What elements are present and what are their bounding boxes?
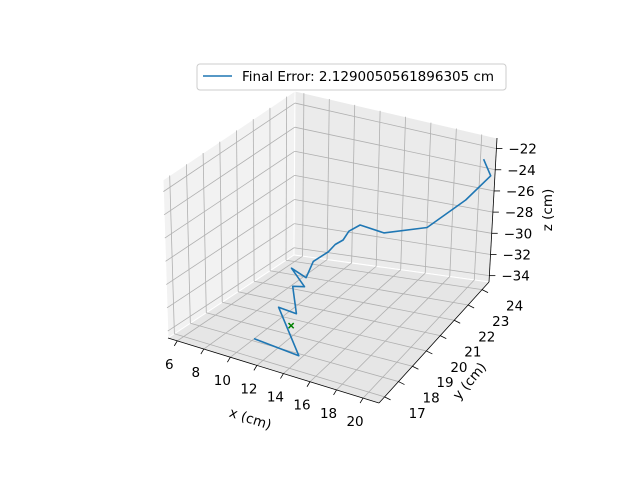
y-tick-mark <box>398 381 405 385</box>
grid-line-x-floor <box>256 266 377 366</box>
x-tick-mark <box>227 357 231 363</box>
grid-line-y-side <box>252 119 255 282</box>
x-axis-line <box>167 337 380 404</box>
grid-line-x-back <box>449 128 457 277</box>
grid-line-y-floor <box>238 291 441 336</box>
z-tick-label: −28 <box>505 205 533 221</box>
y-tick-label: 20 <box>450 360 467 376</box>
y-tick-mark <box>440 335 447 339</box>
y-tick-mark <box>454 319 461 324</box>
y-tick-label: 21 <box>464 345 481 361</box>
x-tick-label: 8 <box>192 365 201 381</box>
x-tick-mark <box>280 373 284 379</box>
x-tick-mark <box>306 381 311 387</box>
target-x-marker <box>287 322 295 329</box>
grid-line-x-back <box>326 98 330 260</box>
z-tick-label: −34 <box>501 269 529 285</box>
y-tick-mark <box>426 350 433 355</box>
z-tick-label: −24 <box>507 163 536 179</box>
x-tick-label: 14 <box>267 390 284 406</box>
grid-line-y-side <box>285 96 288 261</box>
grid-line-x-floor <box>283 269 401 374</box>
x-tick-label: 18 <box>320 406 337 422</box>
y-tick-label: 24 <box>506 299 523 315</box>
x-tick-label: 20 <box>346 414 363 430</box>
grid-line-z-side <box>165 175 295 262</box>
grid-line-z-back <box>294 223 491 255</box>
grid-line-y-floor <box>222 301 427 352</box>
x-tick-mark <box>359 397 364 404</box>
y-axis-line <box>378 281 490 404</box>
grid-line-x-floor <box>177 255 303 342</box>
grid-line-z-back <box>294 175 493 213</box>
grid-line-z-side <box>163 126 296 216</box>
z-tick-label: −32 <box>503 247 532 263</box>
y-tick-label: 22 <box>478 329 495 345</box>
z-tick-label: −22 <box>508 142 536 158</box>
grid-line-y-floor <box>254 280 455 321</box>
x-tick-label: 16 <box>293 398 310 414</box>
x-tick-mark <box>253 365 258 371</box>
grid-line-x-floor <box>203 259 328 350</box>
series-line-trajectory <box>253 158 492 357</box>
grid-line-y-floor <box>174 333 385 398</box>
x-tick-mark <box>200 348 205 355</box>
grid-line-z-back <box>294 102 497 149</box>
tick-labels: 681012141618201718192021222324−22−24−26−… <box>165 142 537 431</box>
grid-line-z-side <box>164 150 295 239</box>
grid-line-z-side <box>167 247 295 332</box>
legend: Final Error: 2.1290050561896305 cm <box>196 63 507 91</box>
grid-line-z-back <box>294 199 492 234</box>
y-tick-label: 17 <box>409 406 426 422</box>
grid-line-x-floor <box>336 276 451 391</box>
grid-line-z-back <box>294 150 495 192</box>
y-tick-label: 23 <box>492 314 509 330</box>
grid-line-y-side <box>185 164 191 324</box>
x-tick-label: 6 <box>165 357 174 373</box>
grid-line-x-back <box>424 122 432 274</box>
y-tick-label: 19 <box>436 375 453 391</box>
z-tick-label: −30 <box>504 226 533 242</box>
z-axis-label: z (cm) <box>540 189 556 231</box>
x-tick-mark <box>333 389 337 396</box>
grid-line-y-side <box>236 130 239 292</box>
x-tick-label: 12 <box>240 381 257 397</box>
grid-line-x-back <box>400 116 406 270</box>
grid-line-y-floor <box>285 259 483 291</box>
grid-line-y-side <box>169 175 175 334</box>
grid-line-z-side <box>166 199 295 285</box>
grid-line-x-floor <box>230 262 352 358</box>
grid-line-y-side <box>202 152 207 313</box>
legend-entry-label: Final Error: 2.1290050561896305 cm <box>242 69 494 85</box>
y-tick-mark <box>481 289 489 294</box>
grid-line-y-floor <box>190 322 399 382</box>
y-tick-label: 18 <box>422 391 439 407</box>
grid-line-x-back <box>473 134 483 280</box>
plot-series <box>253 158 492 357</box>
legend-box <box>196 63 507 91</box>
y-tick-mark <box>412 365 419 370</box>
grid-line-x-floor <box>362 279 475 399</box>
grid-line-y-side <box>219 141 223 303</box>
grid-line-z-side <box>166 223 295 309</box>
grid-line-x-back <box>375 110 381 267</box>
axis-lines <box>167 137 498 404</box>
grid-line-x-back <box>351 104 356 263</box>
plot-markers <box>287 322 295 329</box>
z-axis-line <box>488 137 498 283</box>
grid-line-x-floor <box>309 272 426 383</box>
grid-line-y-floor <box>206 312 413 367</box>
grid-line-z-back <box>294 126 496 171</box>
y-tick-mark <box>384 396 391 401</box>
z-tick-label: −26 <box>506 184 535 200</box>
x-tick-label: 10 <box>214 373 231 389</box>
y-tick-mark <box>467 304 475 309</box>
grid-line-x-back <box>302 93 305 257</box>
grid-line-z-side <box>163 102 296 192</box>
grid-lines <box>163 93 497 399</box>
x-tick-mark <box>173 340 178 347</box>
